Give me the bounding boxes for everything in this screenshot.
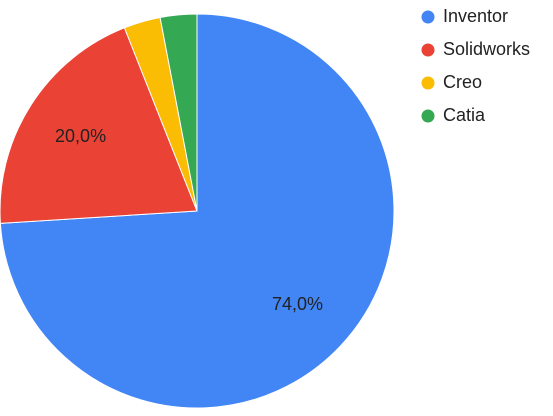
pie-slice <box>0 27 198 224</box>
legend-label: Solidworks <box>443 39 530 59</box>
legend-swatch <box>421 43 435 57</box>
legend-swatch <box>421 76 435 90</box>
value-label: 20,0% <box>55 126 106 146</box>
value-label: 74,0% <box>272 294 323 314</box>
legend-label: Creo <box>443 72 482 92</box>
legend-label: Catia <box>443 105 486 125</box>
legend-label: Inventor <box>443 6 508 26</box>
legend-swatch <box>421 10 435 24</box>
pie-slice <box>159 13 198 212</box>
legend-swatch <box>421 109 435 123</box>
